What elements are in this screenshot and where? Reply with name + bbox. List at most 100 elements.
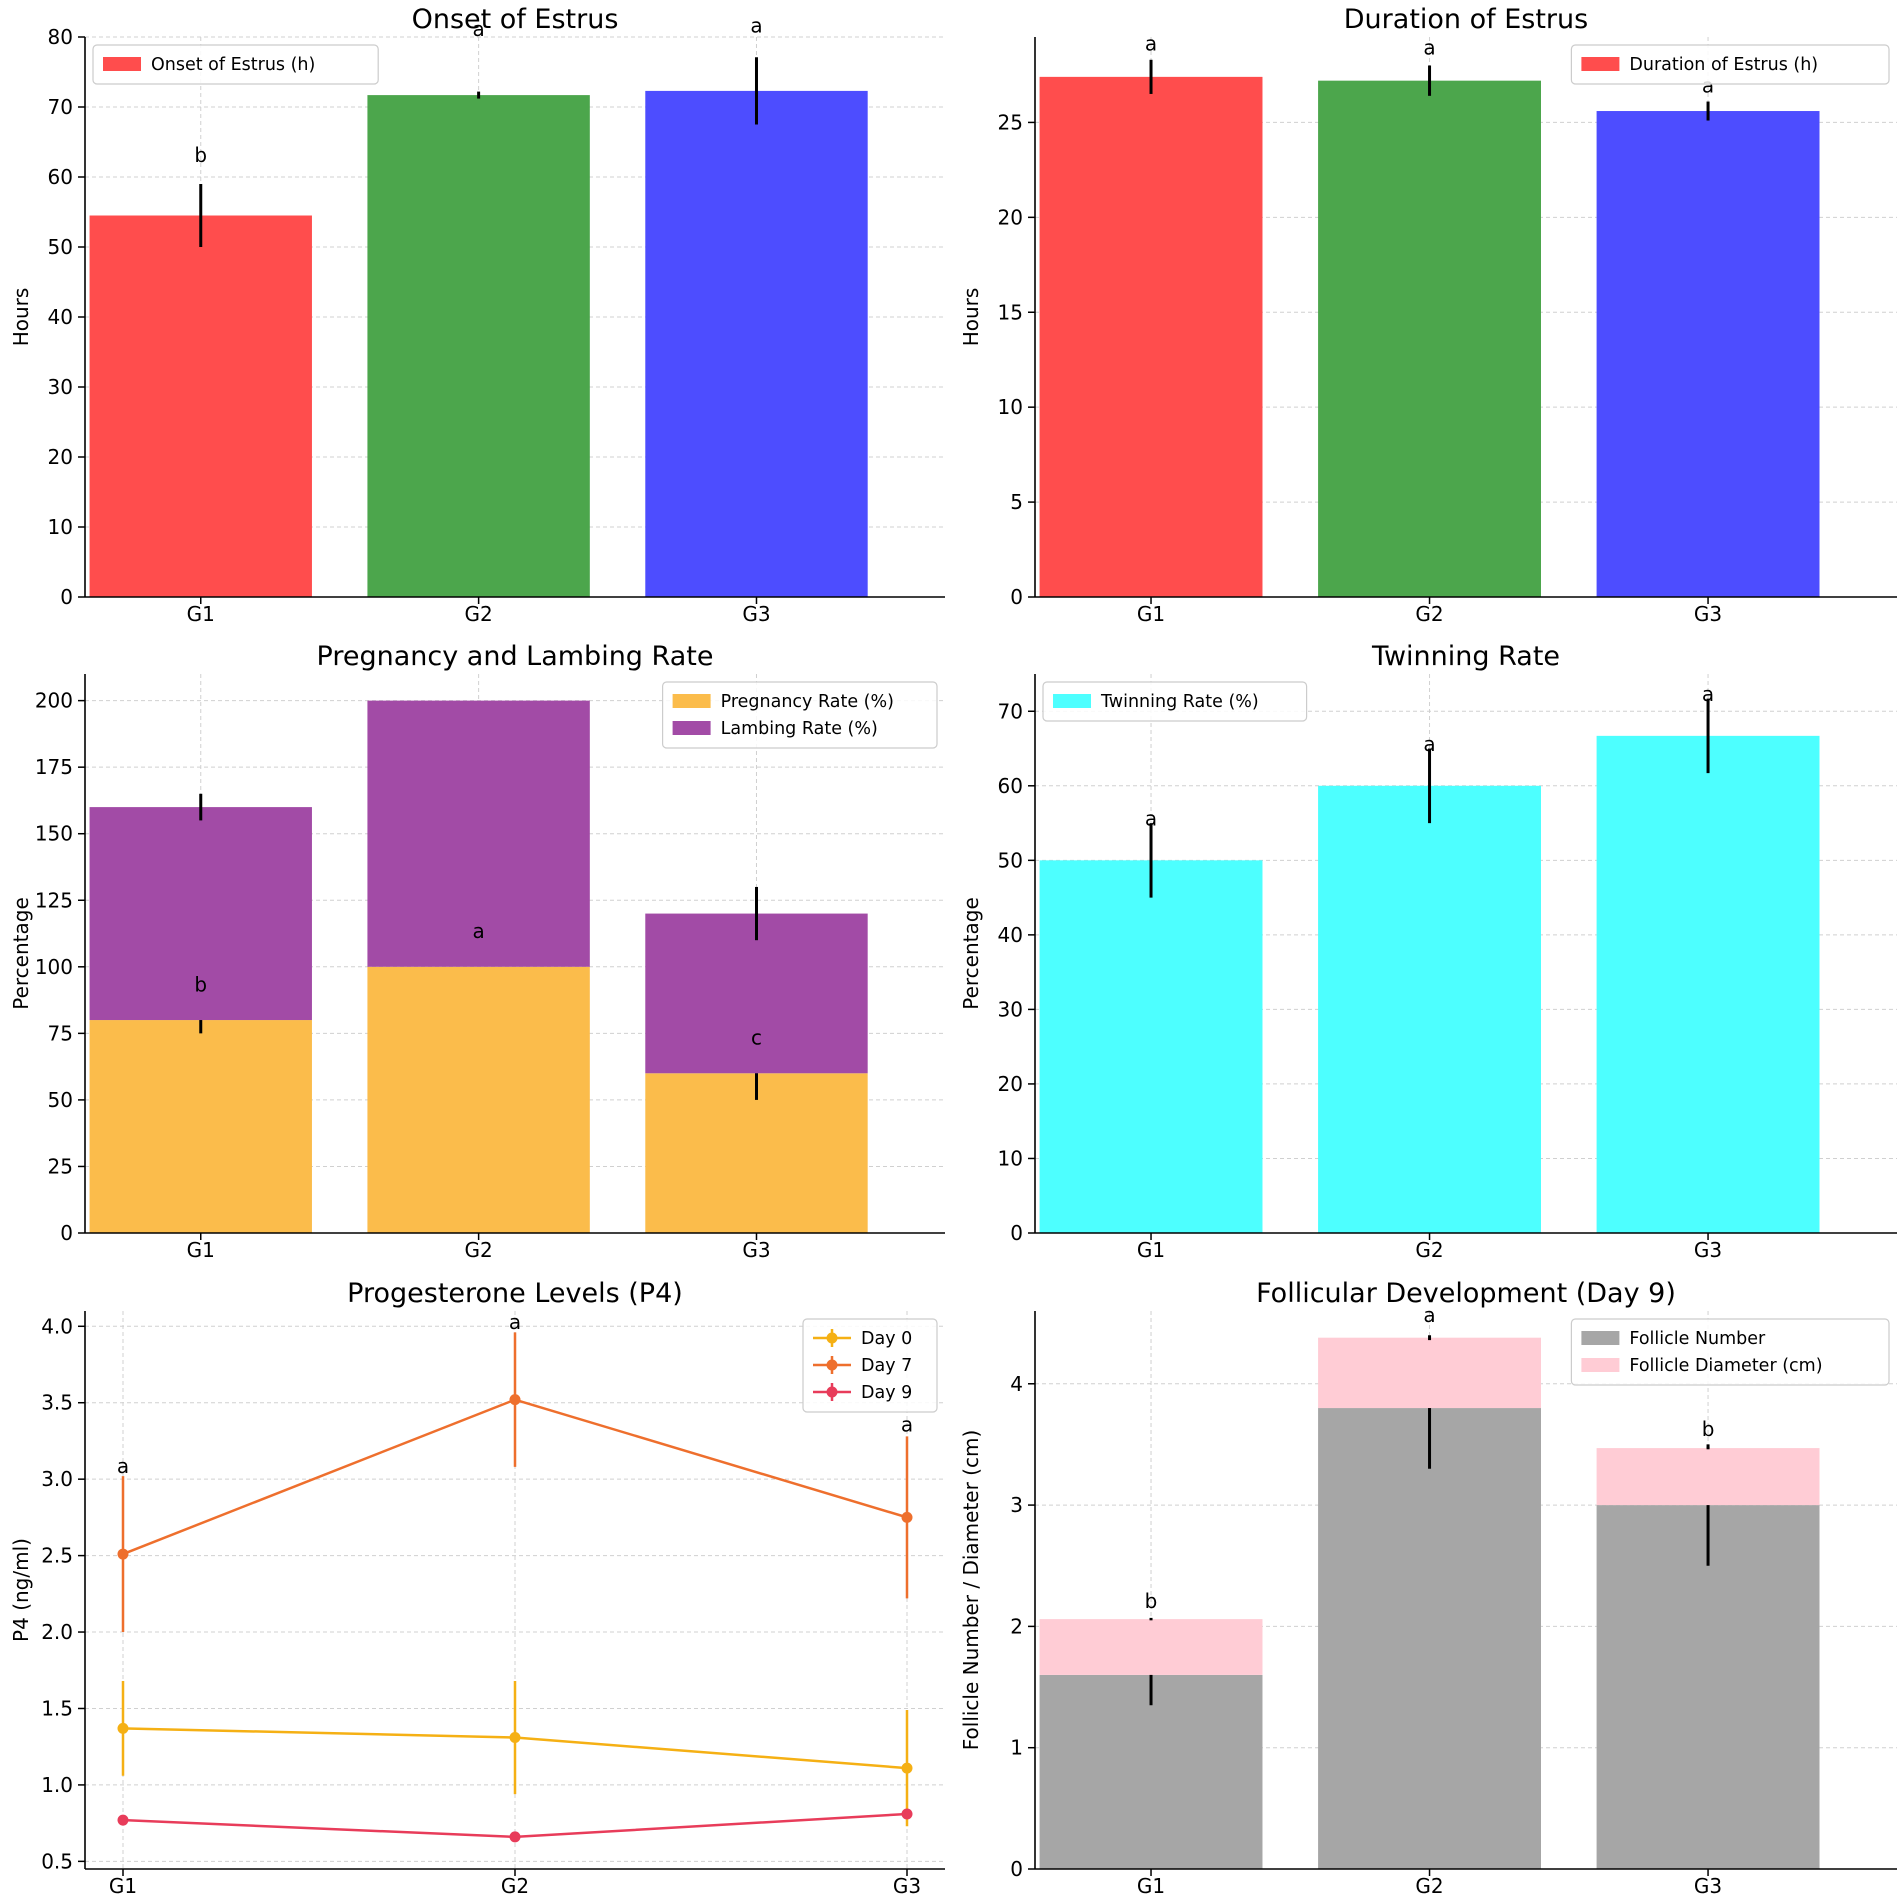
tick-label-y: 25	[998, 110, 1023, 134]
significance-letter: b	[194, 143, 207, 167]
point-day-9-g1	[117, 1814, 129, 1826]
bar-pregnancy-rate-g1	[89, 1020, 312, 1233]
tick-label-x: G2	[465, 602, 493, 626]
tick-label-y: 1.5	[41, 1696, 73, 1720]
y-axis-label: Hours	[959, 288, 983, 347]
tick-label-y: 0	[60, 1221, 73, 1245]
tick-label-y: 1.0	[41, 1773, 73, 1797]
tick-label-y: 40	[998, 923, 1023, 947]
bar-follicle-number-g2	[1318, 1408, 1541, 1869]
legend-swatch-twinning-rate	[1053, 694, 1091, 708]
legend-frame	[92, 44, 379, 85]
tick-label-y: 175	[35, 755, 73, 779]
tick-label-x: G1	[109, 1874, 137, 1898]
tick-label-y: 20	[48, 445, 73, 469]
legend-frame	[1570, 44, 1890, 85]
tick-label-y: 2.5	[41, 1544, 73, 1568]
tick-label-y: 75	[48, 1021, 73, 1045]
bars	[1039, 698, 1820, 1233]
point-day-7-g1	[117, 1548, 129, 1560]
legend: Pregnancy Rate (%) Lambing Rate (%)	[661, 681, 938, 749]
legend: Follicle Number Follicle Diameter (cm)	[1570, 1318, 1890, 1386]
chart-twinning-rate: 0 10 20 30 40 50 60 70 G1 G2 G3 a a a Twinning Rate Per…	[959, 641, 1897, 1262]
tick-label-x: G3	[1694, 602, 1722, 626]
tick-label-y: 4.0	[41, 1314, 73, 1338]
chart-title: Progesterone Levels (P4)	[347, 1278, 683, 1309]
bars	[1039, 59, 1820, 598]
legend-label: Duration of Estrus (h)	[1629, 55, 1818, 75]
tick-label-x: G2	[1415, 1874, 1443, 1898]
legend-swatch-follicle-diameter-cm	[1581, 1358, 1620, 1372]
point-day-9-g2	[509, 1831, 521, 1843]
legend: Onset of Estrus (h)	[92, 44, 379, 85]
bar-twinning-rate-g2	[1318, 785, 1541, 1233]
bars	[1039, 1335, 1820, 1869]
legend-label: Onset of Estrus (h)	[151, 55, 315, 75]
tick-label-x: G1	[1137, 1238, 1165, 1262]
legend-label: Follicle Diameter (cm)	[1629, 1356, 1822, 1376]
legend-label: Day 0	[861, 1329, 912, 1349]
significance-letter: a	[1145, 806, 1157, 830]
tick-label-x: G1	[1137, 1874, 1165, 1898]
tick-label-y: 15	[998, 300, 1023, 324]
bar-twinning-rate-g3	[1596, 735, 1820, 1233]
legend-label: Twinning Rate (%)	[1100, 692, 1259, 712]
chart-title: Duration of Estrus	[1344, 4, 1588, 35]
significance-letter: a	[472, 17, 484, 41]
chart-title: Onset of Estrus	[412, 4, 619, 35]
legend-frame	[661, 681, 938, 749]
tick-label-y: 50	[48, 235, 73, 259]
tick-label-y: 2.0	[41, 1620, 73, 1644]
tick-label-x: G3	[742, 1238, 770, 1262]
bar-duration-of-estrus-h-g3	[1596, 111, 1820, 597]
legend-swatch-lambing-rate	[672, 721, 711, 735]
legend: Twinning Rate (%)	[1042, 681, 1308, 722]
bar-onset-of-estrus-h-g1	[89, 215, 312, 597]
y-axis-label: P4 (ng/ml)	[9, 1538, 33, 1642]
bar-lambing-rate-g2	[367, 700, 590, 967]
legend: Duration of Estrus (h)	[1570, 44, 1890, 85]
legend-label: Lambing Rate (%)	[721, 719, 878, 739]
tick-label-x: G2	[465, 1238, 493, 1262]
tick-label-y: 0	[1010, 1221, 1023, 1245]
tick-label-x: G3	[893, 1874, 921, 1898]
tick-label-y: 70	[48, 95, 73, 119]
bar-follicle-number-g1	[1039, 1674, 1263, 1869]
significance-letter: a	[1423, 732, 1435, 756]
tick-label-y: 10	[998, 1146, 1023, 1170]
legend-frame	[802, 1318, 938, 1413]
bar-lambing-rate-g1	[89, 807, 312, 1021]
bar-twinning-rate-g1	[1039, 860, 1263, 1233]
legend-swatch-marker	[826, 1359, 838, 1371]
lines	[117, 1332, 913, 1843]
bar-follicle-diameter-cm-g1	[1039, 1619, 1263, 1675]
tick-label-y: 100	[35, 955, 73, 979]
tick-label-y: 5	[1010, 490, 1023, 514]
tick-label-y: 30	[998, 997, 1023, 1021]
tick-label-y: 0	[1010, 1857, 1023, 1881]
tick-label-y: 20	[998, 1072, 1023, 1096]
bar-onset-of-estrus-h-g3	[645, 90, 868, 598]
significance-letter: b	[194, 972, 207, 996]
point-day-7-g3	[901, 1511, 913, 1523]
tick-label-x: G2	[1415, 1238, 1443, 1262]
tick-label-y: 40	[48, 305, 73, 329]
point-day-0-g2	[509, 1732, 521, 1744]
tick-label-y: 25	[48, 1154, 73, 1178]
tick-label-y: 3.5	[41, 1391, 73, 1415]
tick-label-x: G1	[187, 602, 215, 626]
legend-frame	[1570, 1318, 1890, 1386]
significance-letter: a	[1423, 35, 1435, 59]
significance-letter: a	[901, 1413, 913, 1437]
tick-label-y: 2	[1010, 1614, 1023, 1638]
y-axis-label: Hours	[9, 288, 33, 347]
point-day-9-g3	[901, 1808, 913, 1820]
significance-letter: a	[1702, 682, 1714, 706]
tick-label-y: 20	[998, 205, 1023, 229]
point-day-0-g1	[117, 1722, 129, 1734]
significance-letter: a	[509, 1310, 521, 1334]
bar-follicle-diameter-cm-g3	[1596, 1448, 1820, 1506]
bar-onset-of-estrus-h-g2	[367, 95, 590, 597]
tick-label-x: G2	[501, 1874, 529, 1898]
